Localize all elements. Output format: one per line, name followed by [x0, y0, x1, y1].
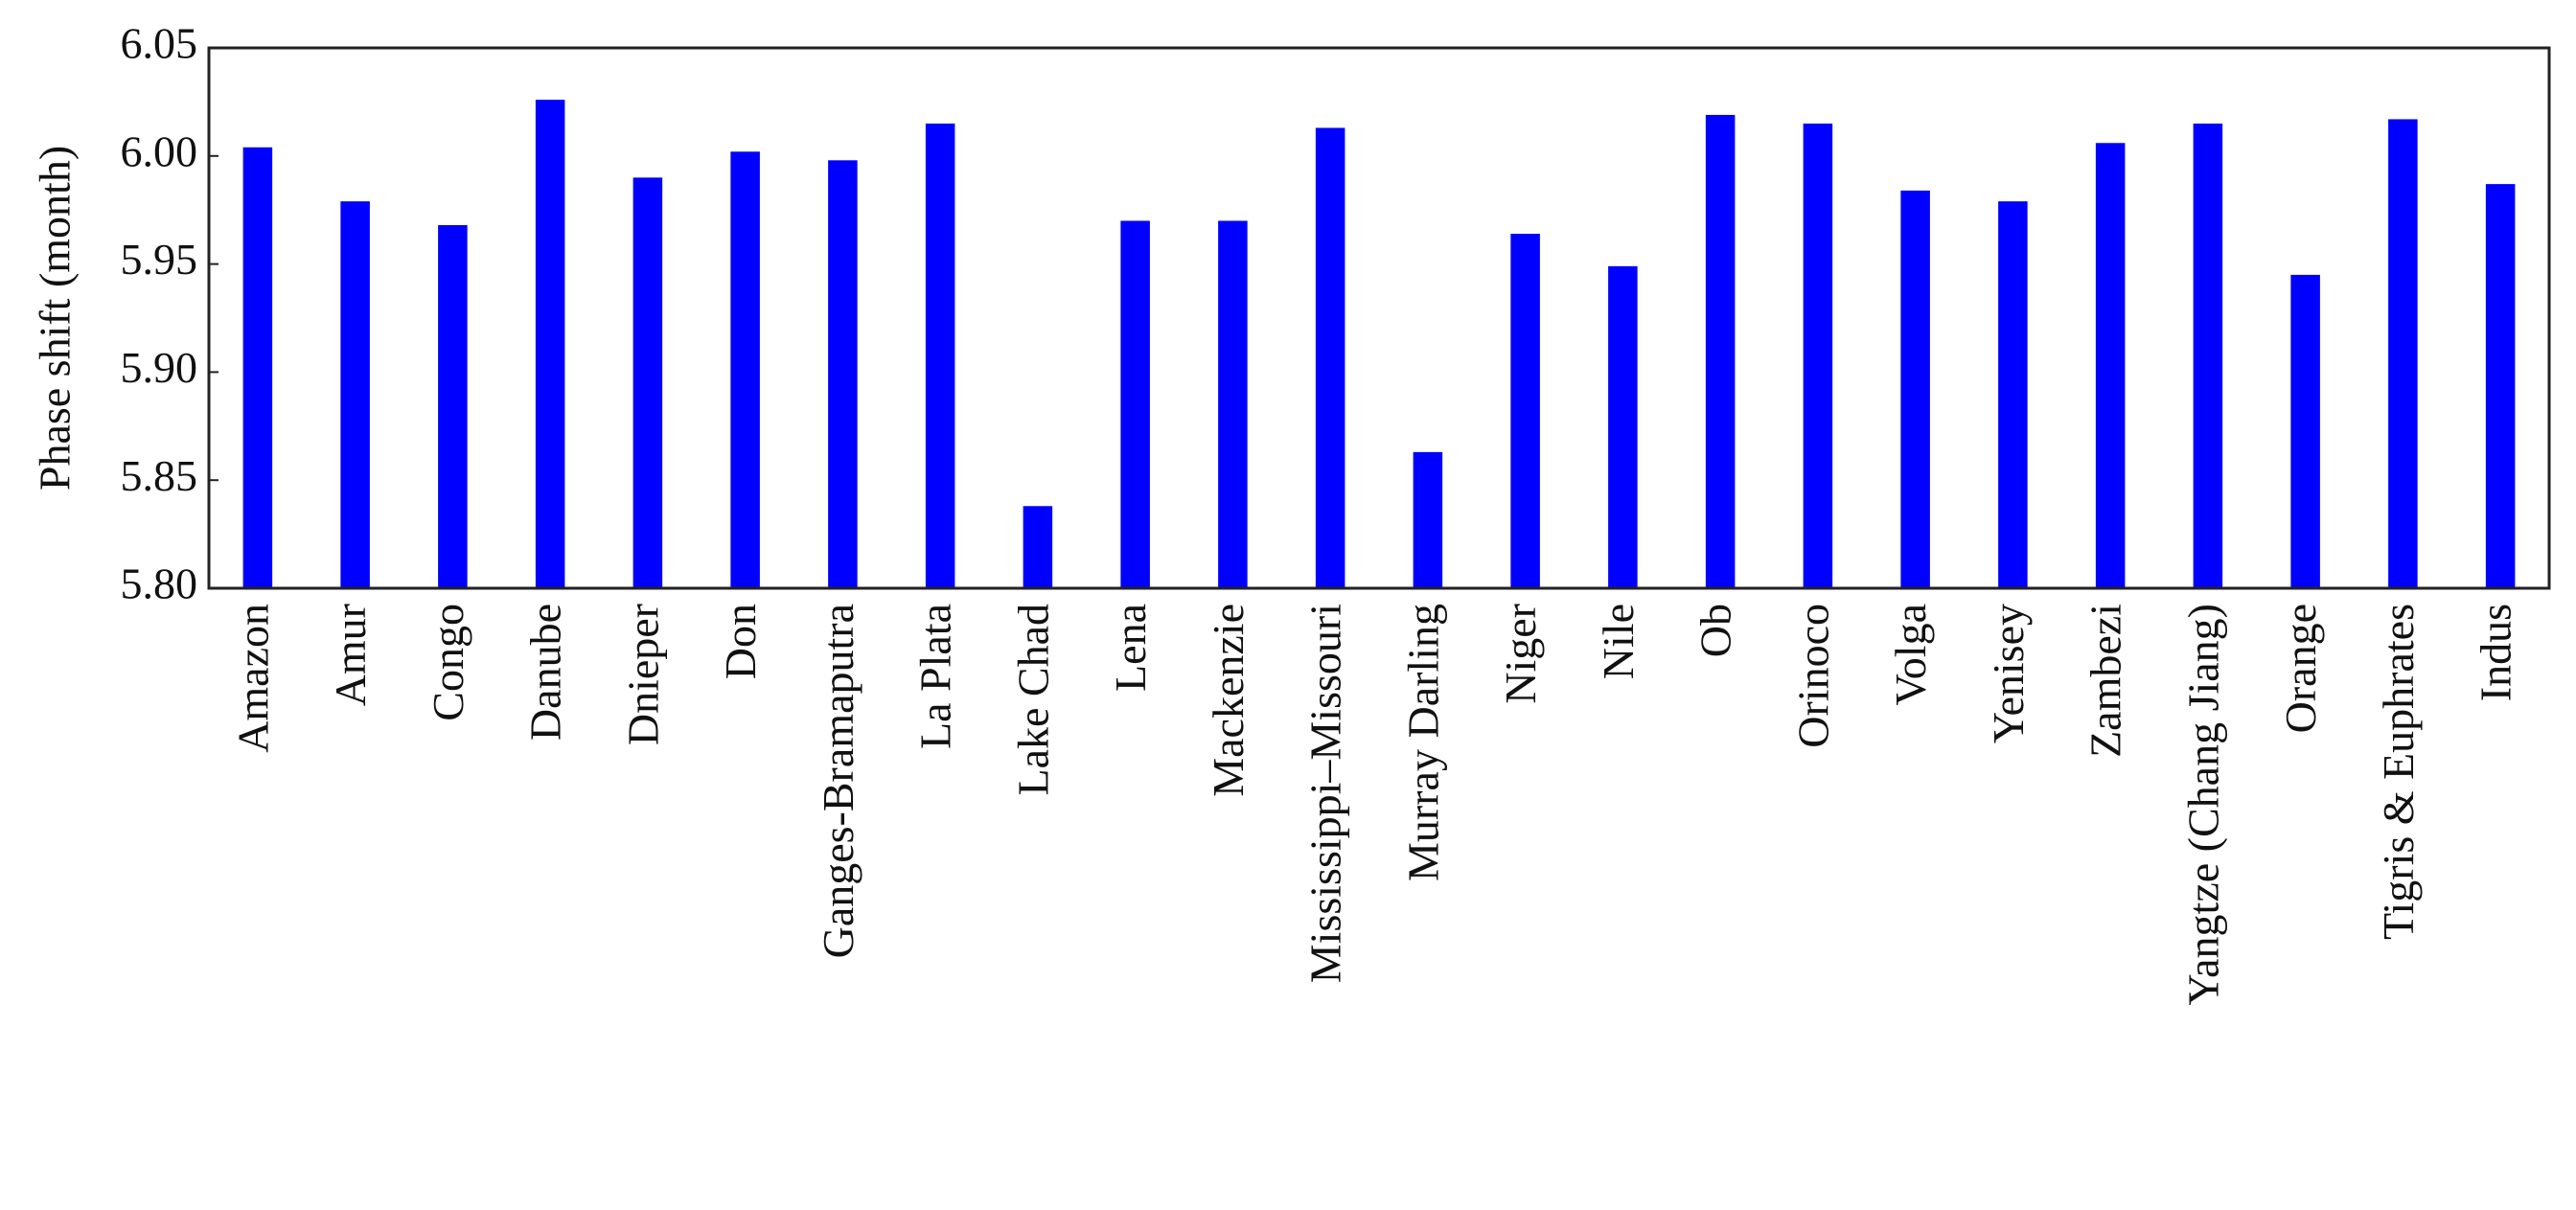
bar — [2388, 119, 2418, 588]
x-tick-label: Nile — [1594, 604, 1643, 679]
y-axis-label: Phase shift (month) — [31, 146, 80, 491]
bar — [2095, 143, 2126, 589]
x-tick-label: Murray Darling — [1398, 604, 1447, 881]
x-tick-label: La Plata — [911, 604, 960, 749]
x-tick-label: Congo — [424, 604, 472, 721]
y-tick-label: 5.80 — [121, 559, 198, 608]
y-tick-label: 6.05 — [121, 19, 198, 68]
x-tick-label: Amazon — [228, 604, 277, 753]
x-tick-label: Orange — [2276, 604, 2325, 733]
x-tick-label: Dnieper — [618, 604, 667, 745]
bar — [1413, 451, 1443, 588]
x-tick-label: Tigris & Euphrates — [2374, 604, 2423, 940]
bar — [242, 147, 273, 588]
bar — [1510, 234, 1540, 589]
bar — [1803, 123, 1833, 588]
bar — [2485, 184, 2516, 589]
bar — [1315, 127, 1346, 589]
bar — [1120, 220, 1150, 589]
bar — [1900, 190, 1930, 588]
x-tick-label: Mackenzie — [1204, 604, 1253, 797]
x-tick-label: Don — [716, 604, 765, 679]
bar — [2290, 274, 2320, 588]
bar — [535, 100, 565, 589]
x-tick-label: Ganges-Bramaputra — [814, 604, 862, 958]
bar — [340, 201, 370, 588]
x-tick-label: Danube — [521, 604, 570, 741]
x-tick-label: Yenisey — [1984, 604, 2033, 743]
bar — [1218, 220, 1248, 589]
bar — [730, 151, 760, 588]
x-tick-label: Zambezi — [2082, 604, 2130, 758]
x-tick-label: Yangtze (Chang Jiang) — [2178, 604, 2227, 1005]
x-tick-label: Lake Chad — [1008, 604, 1057, 796]
x-tick-label: Orinoco — [1788, 604, 1837, 748]
bar — [1608, 265, 1638, 588]
y-tick-label: 6.00 — [121, 126, 198, 175]
bar — [925, 123, 955, 588]
x-tick-label: Indus — [2472, 604, 2520, 701]
bar — [1705, 114, 1736, 588]
x-tick-label: Amur — [326, 604, 375, 706]
bar — [438, 224, 468, 588]
x-tick-label: Mississippi–Missouri — [1301, 604, 1350, 983]
y-tick-label: 5.90 — [121, 343, 198, 392]
bar — [1998, 201, 2028, 588]
x-tick-label: Ob — [1691, 604, 1740, 657]
bar — [828, 160, 858, 588]
bar — [2193, 123, 2223, 588]
x-tick-label: Lena — [1106, 604, 1155, 692]
y-tick-label: 5.85 — [121, 451, 198, 500]
x-tick-label: Volga — [1886, 604, 1935, 706]
bar — [1023, 506, 1053, 588]
x-tick-label: Niger — [1496, 604, 1545, 704]
y-tick-label: 5.95 — [121, 235, 198, 284]
plot-frame — [207, 46, 2551, 590]
bar — [632, 177, 663, 589]
